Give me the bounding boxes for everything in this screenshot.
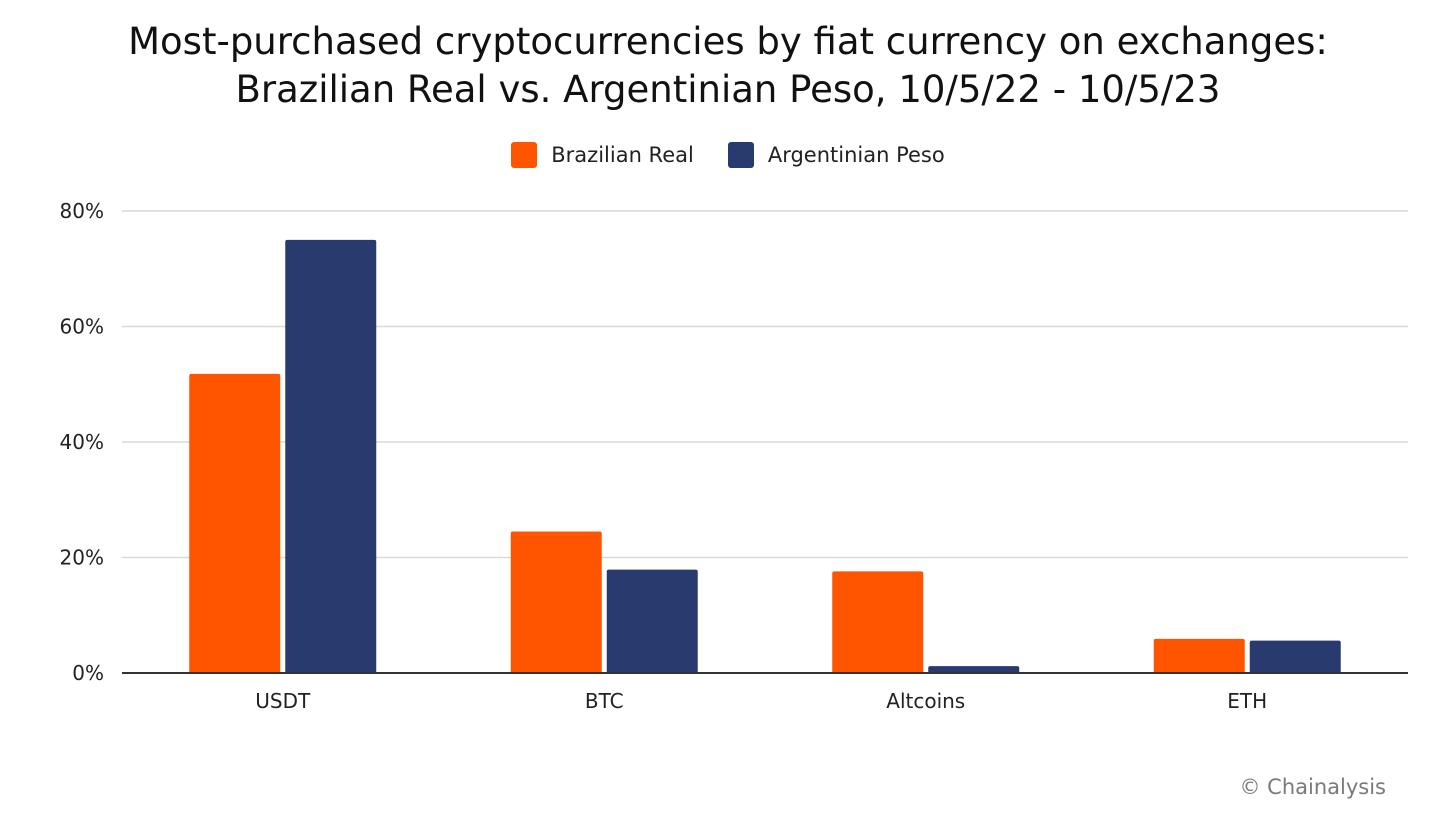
legend-item-argentinian-peso: Argentinian Peso [727,142,945,168]
legend-label-brazilian-real: Brazilian Real [551,143,694,167]
bar-brazilian-real-altcoins [832,571,924,673]
bar-argentinian-peso-altcoins [928,666,1020,673]
source-credit: © Chainalysis [1239,775,1386,799]
y-tick-label: 20% [60,546,104,570]
legend-swatch-argentinian-peso [727,142,754,168]
bar-brazilian-real-usdt [189,373,281,673]
bar-argentinian-peso-btc [606,569,698,673]
chart-title-line-2: Brazilian Real vs. Argentinian Peso, 10/… [235,68,1221,111]
bar-brazilian-real-eth [1153,638,1245,673]
bar-brazilian-real-btc [510,531,602,673]
x-tick-label: Altcoins [886,689,965,713]
bar-argentinian-peso-eth [1249,640,1341,673]
bar-argentinian-peso-usdt [285,239,377,673]
legend-item-brazilian-real: Brazilian Real [511,142,694,168]
chart-title-line-1: Most-purchased cryptocurrencies by fiat … [128,20,1328,63]
x-tick-label: BTC [585,689,624,713]
y-tick-label: 60% [60,315,104,339]
legend-label-argentinian-peso: Argentinian Peso [767,143,945,167]
chart-title: Most-purchased cryptocurrencies by fiat … [0,18,1456,114]
x-tick-label: ETH [1227,689,1267,713]
y-tick-label: 80% [60,199,104,223]
chart-legend: Brazilian Real Argentinian Peso [0,142,1456,168]
x-tick-label: USDT [255,689,311,713]
y-tick-label: 40% [60,430,104,454]
y-tick-label: 0% [72,661,104,685]
legend-swatch-brazilian-real [511,142,538,168]
